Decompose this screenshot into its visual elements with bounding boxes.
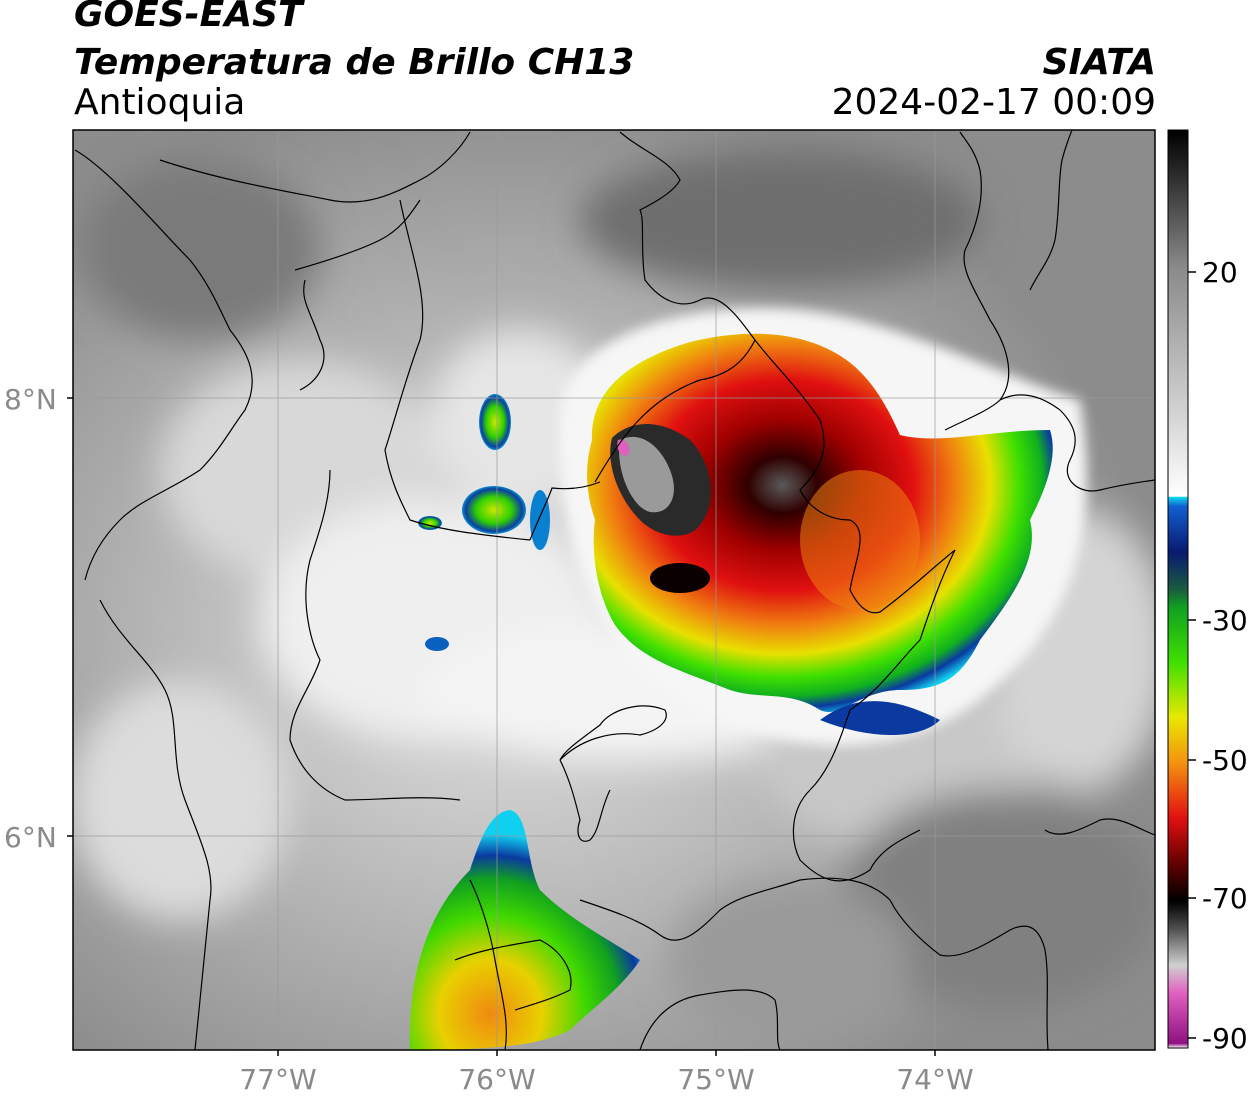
- cell-west-5: [530, 490, 550, 550]
- storm-core-gray: [619, 436, 674, 513]
- lat-label-8n: 8°N: [4, 383, 57, 416]
- lon-label-76w: 76°W: [458, 1063, 535, 1096]
- lon-label-77w: 77°W: [239, 1063, 316, 1096]
- cell-west-2: [479, 394, 511, 450]
- storm-cold-spot: [650, 563, 710, 593]
- colorbar-label-20: 20: [1202, 256, 1238, 289]
- boundaries: [74, 130, 1155, 1050]
- cell-west-4: [425, 637, 449, 651]
- colorbar-label-minus70: -70: [1202, 882, 1248, 915]
- map-panel: [73, 130, 1155, 1050]
- colorbar-label-minus30: -30: [1202, 604, 1248, 637]
- lon-label-75w: 75°W: [677, 1063, 754, 1096]
- map-frame: [72, 129, 1156, 1051]
- datetime-label: 2024-02-17 00:09: [831, 82, 1156, 123]
- satellite-title: GOES-EAST: [74, 0, 303, 35]
- lat-label-6n: 6°N: [4, 821, 57, 854]
- colorbar-ticks: [1188, 271, 1196, 1039]
- colorbar: [1167, 129, 1189, 1049]
- storm-south: [409, 810, 640, 1050]
- product-title: Temperatura de Brillo CH13: [74, 42, 635, 83]
- axis-ticks: [67, 397, 936, 1056]
- organization-label: SIATA: [1042, 42, 1156, 83]
- region-label: Antioquia: [74, 82, 246, 123]
- graticule: [73, 130, 1155, 1050]
- colorbar-label-minus50: -50: [1202, 744, 1248, 777]
- cell-west-1: [462, 486, 526, 534]
- colorbar-label-minus90: -90: [1202, 1022, 1248, 1055]
- lon-label-74w: 74°W: [896, 1063, 973, 1096]
